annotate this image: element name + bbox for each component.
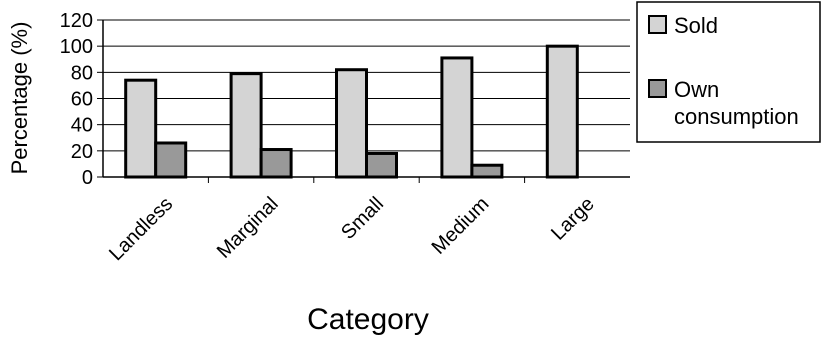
bars [124,44,579,179]
bar [229,72,263,179]
x-tick-label: Small [337,193,388,244]
x-tick-label: Marginal [213,193,283,263]
legend-swatch-own-consumption [648,79,667,98]
bar [440,56,474,179]
bar [124,78,158,179]
bar [259,148,293,179]
x-axis-ticks: Landless Marginal Small Medium Large [105,177,599,265]
bar [470,163,504,179]
legend-label-sold: Sold [674,13,718,38]
bar [335,68,368,179]
y-tick-label: 120 [60,10,93,32]
legend-label-own-consumption-line2: consumption [674,104,799,129]
y-axis-title: Percentage (%) [7,22,32,175]
y-tick-label: 100 [60,36,93,58]
legend-label-own-consumption-line1: Own [674,77,719,102]
x-tick-label: Landless [105,193,177,265]
y-tick-label: 0 [82,167,93,189]
y-tick-label: 80 [71,62,93,84]
bar [545,44,579,179]
x-axis-title: Category [307,303,429,336]
y-tick-label: 60 [71,89,93,111]
y-tick-label: 40 [71,115,93,137]
x-tick-label: Large [547,193,599,245]
axes [102,20,630,178]
legend-frame [636,1,821,143]
bar [154,141,188,179]
legend-swatch-sold [648,15,667,34]
legend: Sold Own consumption [636,1,821,143]
y-tick-label: 20 [71,141,93,163]
x-tick-label: Medium [428,193,494,259]
y-axis-ticks: 0 20 40 60 80 100 120 [60,10,103,189]
bar [365,151,398,179]
